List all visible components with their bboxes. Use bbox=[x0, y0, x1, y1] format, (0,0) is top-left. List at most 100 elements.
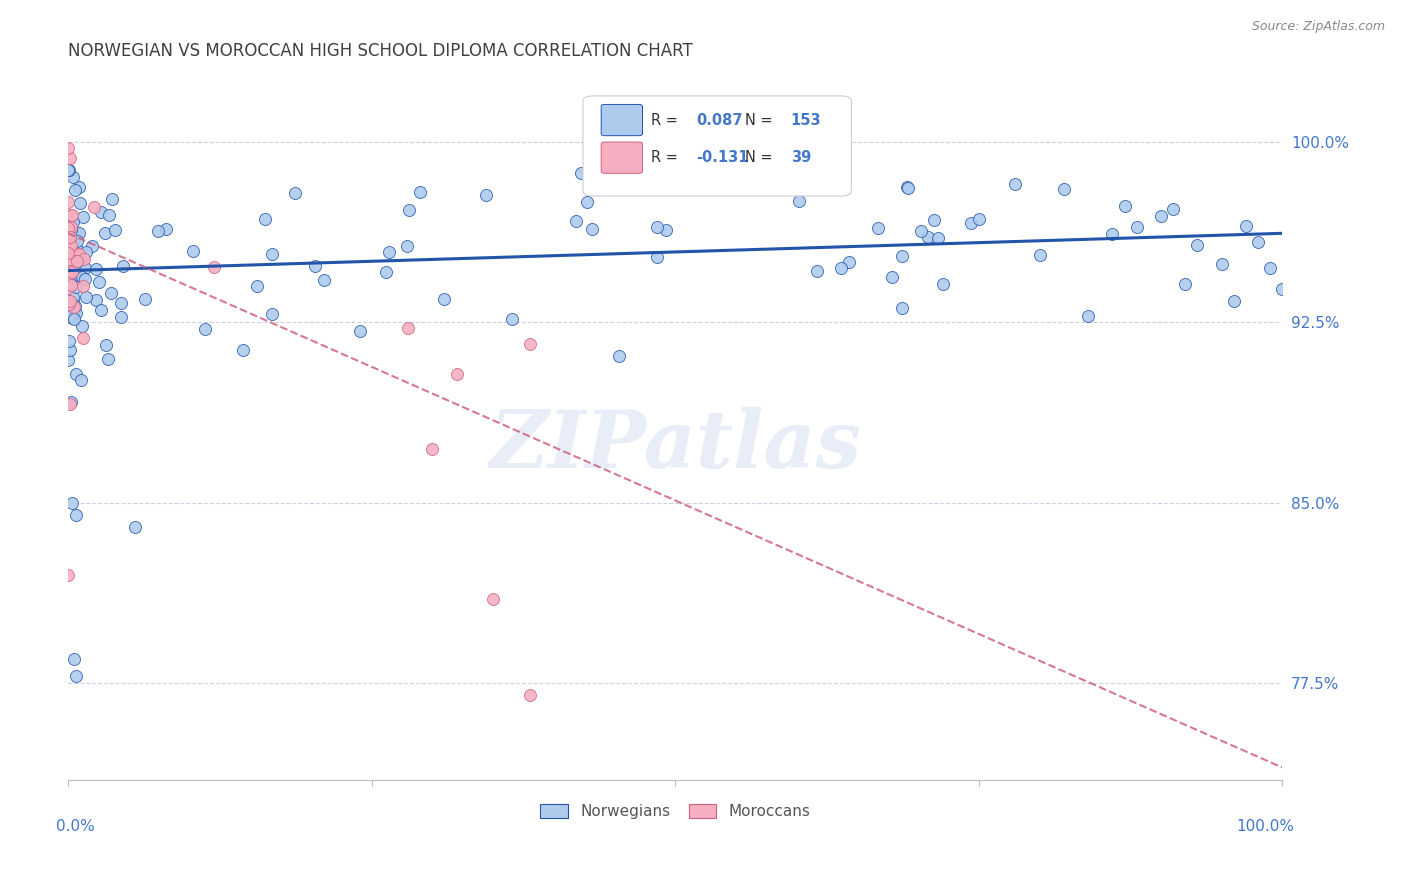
Point bbox=[232, 343, 254, 358]
Point bbox=[72, 331, 94, 345]
Point bbox=[56, 162, 79, 177]
Point bbox=[655, 223, 678, 237]
Point bbox=[58, 233, 80, 247]
Point bbox=[134, 293, 156, 307]
Point bbox=[72, 211, 94, 225]
Point bbox=[67, 244, 90, 258]
Point bbox=[73, 252, 96, 267]
Point bbox=[1028, 247, 1050, 261]
Point bbox=[519, 336, 541, 351]
Point bbox=[830, 261, 852, 276]
Point bbox=[69, 196, 91, 211]
Point bbox=[58, 271, 80, 285]
Point bbox=[124, 520, 146, 534]
Point bbox=[63, 300, 86, 314]
Point bbox=[59, 309, 82, 323]
Point bbox=[59, 207, 82, 221]
Point bbox=[501, 312, 523, 326]
Point bbox=[75, 289, 97, 303]
Point bbox=[260, 247, 283, 261]
FancyBboxPatch shape bbox=[602, 104, 643, 136]
Point bbox=[398, 203, 420, 218]
Point bbox=[565, 214, 588, 228]
Text: 39: 39 bbox=[790, 150, 811, 165]
Point bbox=[581, 221, 603, 235]
Point bbox=[72, 251, 94, 265]
Point bbox=[67, 260, 90, 274]
Point bbox=[58, 275, 80, 289]
Text: 0.0%: 0.0% bbox=[56, 819, 94, 834]
Point bbox=[90, 205, 112, 219]
Point bbox=[1271, 281, 1294, 295]
Point bbox=[58, 162, 80, 177]
Point bbox=[1211, 257, 1233, 271]
Point bbox=[60, 496, 83, 510]
Legend: Norwegians, Moroccans: Norwegians, Moroccans bbox=[534, 797, 817, 825]
Point bbox=[56, 248, 79, 262]
Point bbox=[1101, 227, 1123, 241]
Point bbox=[1174, 277, 1197, 292]
Point bbox=[922, 212, 945, 227]
Point bbox=[866, 220, 889, 235]
Point bbox=[70, 269, 93, 284]
Point bbox=[63, 312, 86, 326]
Point bbox=[1150, 209, 1173, 223]
Point bbox=[59, 239, 82, 253]
Point bbox=[59, 219, 82, 234]
Point bbox=[446, 367, 468, 381]
Point bbox=[56, 264, 79, 278]
Point bbox=[62, 215, 84, 229]
Point bbox=[917, 229, 939, 244]
Point bbox=[59, 294, 82, 309]
Point bbox=[63, 233, 86, 247]
Point bbox=[59, 397, 82, 411]
Point bbox=[59, 151, 82, 165]
Point bbox=[58, 267, 80, 281]
Point bbox=[63, 268, 86, 283]
Point bbox=[59, 276, 82, 290]
Text: R =: R = bbox=[651, 112, 682, 128]
Point bbox=[433, 292, 456, 306]
Point bbox=[56, 268, 79, 283]
Point bbox=[66, 251, 89, 265]
Point bbox=[62, 169, 84, 184]
Point bbox=[65, 264, 87, 278]
Point bbox=[1077, 309, 1099, 323]
Point bbox=[60, 265, 83, 279]
Point bbox=[84, 262, 107, 277]
Point bbox=[58, 253, 80, 268]
Point bbox=[69, 272, 91, 286]
Point bbox=[395, 239, 418, 253]
Point bbox=[62, 295, 84, 310]
Point bbox=[1161, 202, 1184, 217]
Point bbox=[62, 290, 84, 304]
Point bbox=[58, 297, 80, 311]
Point bbox=[787, 194, 810, 209]
Point bbox=[396, 320, 419, 334]
Point bbox=[58, 214, 80, 228]
Point bbox=[375, 265, 398, 279]
Point bbox=[59, 252, 82, 267]
Point bbox=[110, 310, 132, 324]
Point bbox=[56, 195, 79, 210]
Point bbox=[838, 255, 860, 269]
Point bbox=[67, 246, 90, 260]
Point bbox=[409, 185, 432, 199]
Point bbox=[62, 250, 84, 264]
Point bbox=[56, 268, 79, 283]
Point bbox=[65, 227, 87, 241]
Point bbox=[60, 243, 83, 257]
Point bbox=[58, 223, 80, 237]
Point bbox=[607, 349, 630, 363]
FancyBboxPatch shape bbox=[583, 96, 852, 196]
Point bbox=[59, 232, 82, 246]
Point bbox=[63, 257, 86, 271]
Point bbox=[56, 352, 79, 367]
Point bbox=[349, 325, 371, 339]
Point bbox=[80, 239, 103, 253]
Point bbox=[882, 270, 904, 285]
Point bbox=[1126, 219, 1149, 234]
Point bbox=[73, 271, 96, 285]
Point bbox=[284, 186, 307, 201]
Point bbox=[90, 302, 112, 317]
